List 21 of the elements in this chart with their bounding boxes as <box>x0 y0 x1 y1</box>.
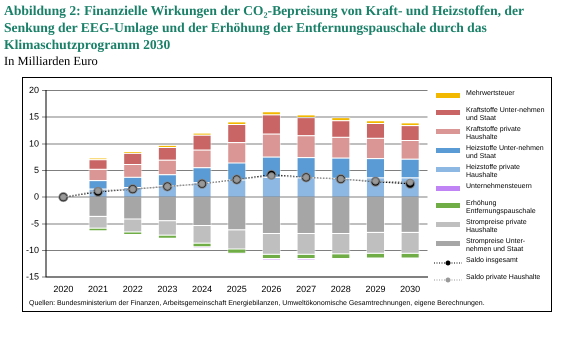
x-tick-label: 2023 <box>157 284 178 294</box>
y-tick-label: -15 <box>26 272 40 282</box>
x-tick-label: 2022 <box>122 284 143 294</box>
x-tick-label: 2025 <box>226 284 247 294</box>
y-tick-label: 0 <box>34 192 40 202</box>
x-tick-label: 2028 <box>330 284 351 294</box>
x-tick-label: 2021 <box>88 284 108 294</box>
chart-title: Abbildung 2: Finanzielle Wirkungen der CO₂-Bepreisung von Kraft- und Heizstoffen, der Senkung der EEG-Umlage und der Erhöhung der Entfernungspauschale durch das Klimaschutzprogramm 2030 <box>4 2 524 53</box>
y-tick-label: 15 <box>28 112 40 122</box>
x-tick-label: 2020 <box>53 284 74 294</box>
y-tick-label: 5 <box>34 164 40 175</box>
y-tick-label: -10 <box>26 245 40 255</box>
y-tick-label: 20 <box>28 84 40 95</box>
y-tick-label: -5 <box>30 218 40 228</box>
x-tick-label: 2030 <box>400 284 420 294</box>
chart-subtitle: In Milliarden Euro <box>4 53 99 69</box>
x-tick-label: 2026 <box>261 284 282 294</box>
x-tick-label: 2024 <box>192 284 212 294</box>
y-tick-label: 10 <box>28 138 40 148</box>
x-tick-label: 2029 <box>365 284 386 294</box>
x-tick-label: 2027 <box>296 284 316 294</box>
